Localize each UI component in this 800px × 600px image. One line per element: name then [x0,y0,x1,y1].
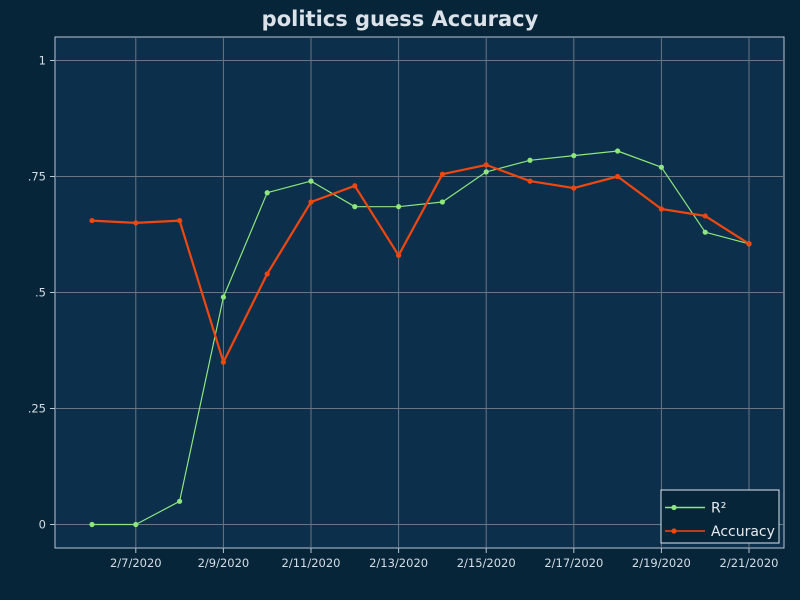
y-tick-label: .75 [28,170,46,184]
x-tick-label: 2/11/2020 [282,556,341,570]
data-point [527,178,533,184]
data-point [615,148,621,154]
y-tick-label: 0 [39,518,46,532]
y-tick-label: .25 [28,402,46,416]
data-point [396,252,402,258]
data-point [439,171,445,177]
data-point [746,241,752,247]
legend-label: R² [711,501,726,517]
legend-label: Accuracy [711,524,775,540]
series-accuracy [89,162,752,365]
x-tick-label: 2/15/2020 [457,556,516,570]
data-point [177,498,183,504]
data-point [89,521,95,528]
x-tick-label: 2/13/2020 [369,556,428,570]
y-tick-label: .5 [35,286,46,300]
data-point [702,213,708,219]
legend-swatch-marker [671,528,677,534]
data-point [220,294,226,300]
data-point [352,204,358,210]
data-point [133,220,139,226]
y-tick-label: 1 [39,54,46,68]
y-axis: 0 .25 .5 .75 1 [28,54,55,532]
data-point [264,190,270,196]
legend-box [660,489,780,544]
data-point [571,185,577,191]
data-point [439,199,445,205]
data-point [483,169,489,175]
series [89,148,752,528]
data-point [308,199,314,205]
data-point [702,229,708,235]
x-tick-label: 2/9/2020 [198,556,250,570]
data-point [133,521,139,528]
data-point [571,153,577,159]
x-axis: 2/7/2020 2/9/2020 2/11/2020 2/13/2020 2/15/2… [110,548,779,570]
x-tick-label: 2/21/2020 [720,556,779,570]
x-tick-label: 2/19/2020 [632,556,691,570]
data-point [352,183,358,189]
data-point [396,204,402,210]
data-point [483,162,489,168]
data-point [264,271,270,277]
chart-title: politics guess Accuracy [262,7,539,31]
legend: R² Accuracy [660,489,780,544]
data-point [89,217,95,224]
data-point [658,164,665,170]
legend-swatch-marker [671,504,677,511]
data-point [308,178,314,184]
data-point [220,359,226,365]
series-line [91,163,750,364]
data-point [177,217,183,224]
data-point [658,206,665,212]
series-line [92,150,750,526]
x-tick-label: 2/7/2020 [110,556,162,570]
data-point [615,173,621,180]
x-tick-label: 2/17/2020 [544,556,603,570]
series-r2 [89,148,752,528]
data-point [527,157,533,163]
